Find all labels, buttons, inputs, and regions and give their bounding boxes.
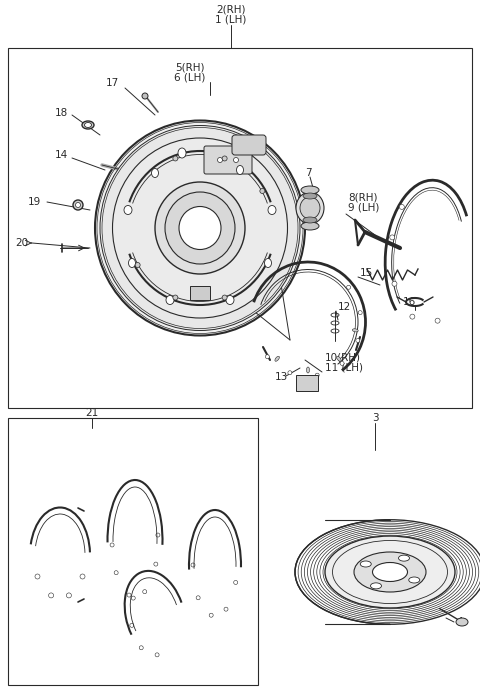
FancyBboxPatch shape xyxy=(204,146,252,174)
Text: 13: 13 xyxy=(275,372,288,382)
Ellipse shape xyxy=(264,259,272,268)
Ellipse shape xyxy=(152,168,158,178)
Ellipse shape xyxy=(155,182,245,274)
Ellipse shape xyxy=(260,188,265,194)
Text: 10(RH): 10(RH) xyxy=(325,352,361,362)
Ellipse shape xyxy=(371,583,382,589)
Ellipse shape xyxy=(456,618,468,626)
Ellipse shape xyxy=(392,281,397,286)
Ellipse shape xyxy=(84,122,92,127)
Ellipse shape xyxy=(360,561,371,567)
Text: 8(RH): 8(RH) xyxy=(348,193,377,203)
Ellipse shape xyxy=(398,555,409,561)
Ellipse shape xyxy=(300,197,320,219)
FancyBboxPatch shape xyxy=(8,418,258,685)
Ellipse shape xyxy=(166,295,174,304)
Ellipse shape xyxy=(325,536,455,608)
Ellipse shape xyxy=(268,206,276,215)
Ellipse shape xyxy=(296,192,324,224)
FancyBboxPatch shape xyxy=(296,375,318,391)
Ellipse shape xyxy=(222,295,227,300)
Text: 2(RH): 2(RH) xyxy=(216,4,246,14)
Ellipse shape xyxy=(82,121,94,129)
Ellipse shape xyxy=(307,367,310,373)
Ellipse shape xyxy=(301,186,319,194)
Ellipse shape xyxy=(129,259,135,268)
Ellipse shape xyxy=(315,373,319,377)
Ellipse shape xyxy=(288,371,292,375)
Ellipse shape xyxy=(75,203,81,208)
Ellipse shape xyxy=(358,311,362,315)
Text: 3: 3 xyxy=(372,413,378,423)
Ellipse shape xyxy=(354,552,426,592)
Text: 7: 7 xyxy=(305,168,312,178)
Ellipse shape xyxy=(265,355,269,358)
Ellipse shape xyxy=(303,217,317,223)
FancyBboxPatch shape xyxy=(8,48,472,408)
Ellipse shape xyxy=(303,193,317,199)
Ellipse shape xyxy=(73,200,83,210)
Ellipse shape xyxy=(410,314,415,319)
Text: 18: 18 xyxy=(55,108,68,118)
Ellipse shape xyxy=(173,295,178,300)
Ellipse shape xyxy=(336,356,341,361)
Ellipse shape xyxy=(356,338,360,343)
Ellipse shape xyxy=(347,285,350,289)
Ellipse shape xyxy=(124,206,132,215)
Text: 9 (LH): 9 (LH) xyxy=(348,203,379,213)
Text: 15: 15 xyxy=(360,268,373,278)
Ellipse shape xyxy=(435,318,440,323)
Text: 1 (LH): 1 (LH) xyxy=(216,14,247,24)
Text: 11 (LH): 11 (LH) xyxy=(325,362,363,372)
Text: 16: 16 xyxy=(403,297,416,307)
Ellipse shape xyxy=(340,361,344,365)
Ellipse shape xyxy=(237,165,243,174)
Text: 14: 14 xyxy=(55,150,68,160)
Ellipse shape xyxy=(222,156,227,161)
Ellipse shape xyxy=(217,158,223,163)
Ellipse shape xyxy=(233,158,239,163)
Text: 12: 12 xyxy=(338,302,351,312)
Ellipse shape xyxy=(352,329,358,332)
Ellipse shape xyxy=(372,563,408,581)
Ellipse shape xyxy=(390,235,395,240)
Text: 5(RH): 5(RH) xyxy=(175,63,205,73)
Ellipse shape xyxy=(179,206,221,250)
Text: 6 (LH): 6 (LH) xyxy=(174,73,206,83)
FancyBboxPatch shape xyxy=(232,135,266,155)
Ellipse shape xyxy=(142,93,148,99)
Ellipse shape xyxy=(226,295,234,304)
Ellipse shape xyxy=(100,125,300,331)
Text: 20: 20 xyxy=(15,238,28,248)
Text: 21: 21 xyxy=(85,408,98,418)
Ellipse shape xyxy=(112,138,288,318)
Ellipse shape xyxy=(165,192,235,264)
Ellipse shape xyxy=(301,222,319,230)
Ellipse shape xyxy=(135,262,140,268)
Text: 17: 17 xyxy=(106,78,119,88)
Ellipse shape xyxy=(275,356,279,361)
Ellipse shape xyxy=(173,156,178,161)
Ellipse shape xyxy=(95,120,305,336)
FancyBboxPatch shape xyxy=(190,286,210,300)
Ellipse shape xyxy=(399,204,404,210)
Ellipse shape xyxy=(178,148,186,158)
Text: 19: 19 xyxy=(28,197,41,207)
Ellipse shape xyxy=(409,577,420,583)
Text: 4: 4 xyxy=(456,617,463,627)
